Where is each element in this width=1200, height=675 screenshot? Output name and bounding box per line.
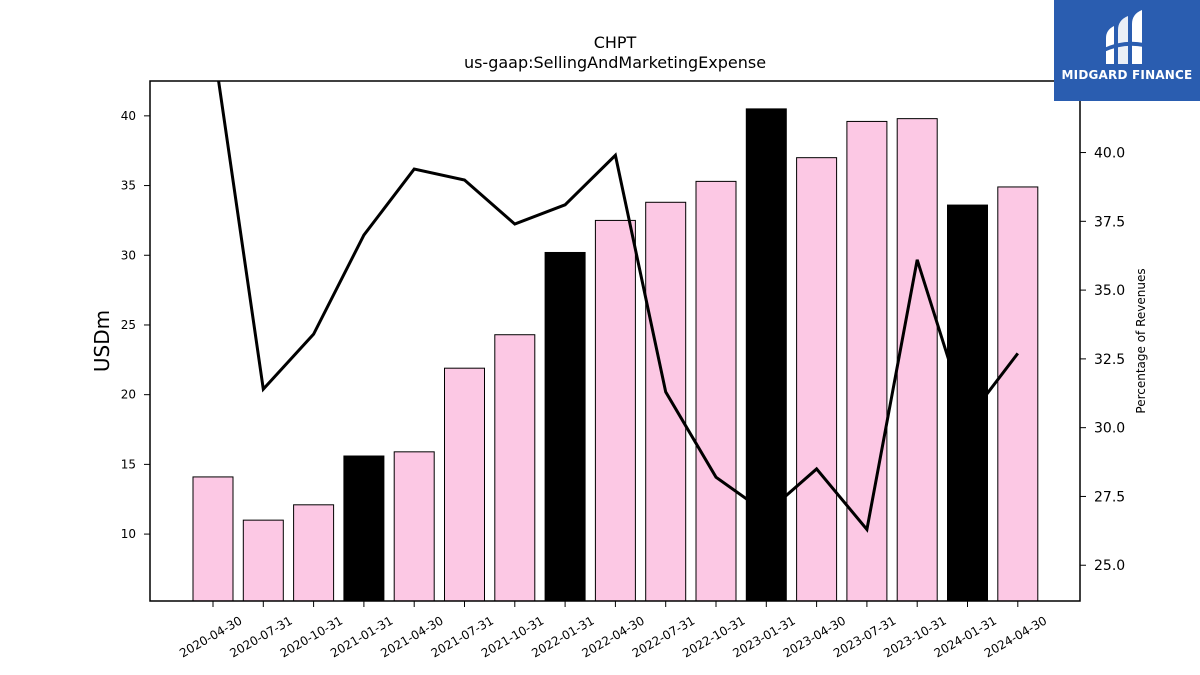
bar-2022-01-31 — [544, 251, 586, 602]
y-tick-label: 15 — [121, 457, 136, 471]
bar-2021-04-30 — [393, 451, 435, 602]
bar-2020-07-31 — [242, 519, 284, 602]
chart-subtitle: us-gaap:SellingAndMarketingExpense — [464, 53, 766, 72]
y-axis-left: 10 15 20 25 30 35 40 — [121, 109, 150, 541]
line-group — [217, 81, 1019, 533]
y-tick-label: 40 — [121, 109, 136, 123]
brand-logo: MIDGARD FINANCE — [1054, 0, 1200, 101]
y2-tick-label: 35.0 — [1094, 283, 1125, 299]
y-tick-label: 35 — [121, 179, 136, 193]
y-tick-label: 25 — [121, 318, 136, 332]
y-axis-label: USDm — [90, 310, 114, 372]
logo-text: MIDGARD FINANCE — [1061, 68, 1193, 82]
y2-tick-label: 40.0 — [1094, 146, 1125, 162]
bar-2020-10-31 — [293, 504, 335, 602]
bar-2023-04-30 — [796, 157, 838, 602]
bar-2020-04-30 — [192, 476, 234, 602]
bar-2021-07-31 — [444, 367, 485, 602]
y2-tick-label: 32.5 — [1094, 352, 1125, 368]
bar-2021-01-31 — [343, 455, 385, 602]
bar-2022-10-31 — [695, 180, 737, 602]
bar-2022-04-30 — [594, 219, 636, 602]
y-tick-label: 10 — [121, 527, 136, 541]
logo-mark-icon — [1104, 10, 1148, 64]
y2-tick-label: 30.0 — [1094, 421, 1125, 437]
bar-2022-07-31 — [645, 201, 687, 602]
series-line — [217, 81, 1019, 533]
y-axis-right: 25.0 27.5 30.0 32.5 35.0 37.5 40.0 — [1080, 146, 1125, 574]
bar-2021-10-31 — [494, 334, 536, 602]
y-tick-label: 30 — [121, 248, 136, 262]
chart-title: CHPT — [594, 33, 637, 52]
bar-2023-10-31 — [896, 118, 938, 602]
bar-2023-07-31 — [846, 120, 888, 602]
y-tick-label: 20 — [121, 388, 136, 402]
bars-group — [192, 108, 1039, 602]
y2-tick-label: 27.5 — [1094, 489, 1125, 505]
y2-axis-label: Percentage of Revenues — [1134, 268, 1148, 413]
bar-2024-04-30 — [997, 186, 1039, 602]
bar-2023-01-31 — [745, 108, 787, 602]
y2-tick-label: 25.0 — [1094, 558, 1125, 574]
y2-tick-label: 37.5 — [1094, 214, 1125, 230]
x-axis: 2020-04-302020-07-312020-10-312021-01-31… — [177, 601, 1049, 660]
